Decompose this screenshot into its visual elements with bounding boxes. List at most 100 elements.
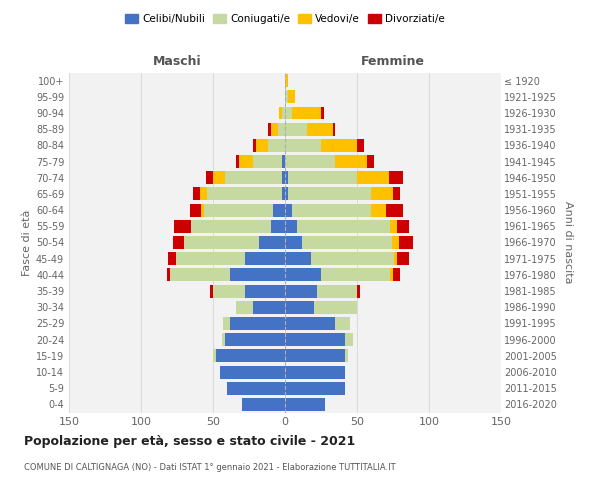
Bar: [285, 172, 288, 184]
Bar: [173, 236, 184, 249]
Bar: [285, 106, 292, 120]
Bar: [253, 301, 285, 314]
Bar: [321, 106, 324, 120]
Bar: [335, 155, 367, 168]
Bar: [268, 122, 271, 136]
Bar: [271, 122, 278, 136]
Bar: [321, 139, 357, 152]
Bar: [242, 398, 285, 411]
Bar: [256, 139, 268, 152]
Bar: [193, 188, 200, 200]
Bar: [288, 172, 357, 184]
Bar: [357, 284, 360, 298]
Bar: [282, 188, 285, 200]
Bar: [307, 122, 332, 136]
Bar: [285, 204, 292, 216]
Bar: [393, 268, 400, 281]
Bar: [227, 382, 285, 394]
Bar: [210, 284, 213, 298]
Bar: [230, 317, 285, 330]
Bar: [174, 220, 191, 233]
Bar: [393, 188, 400, 200]
Bar: [285, 301, 314, 314]
Bar: [346, 333, 353, 346]
Bar: [221, 333, 224, 346]
Bar: [278, 122, 285, 136]
Bar: [285, 366, 346, 378]
Bar: [367, 155, 374, 168]
Bar: [285, 398, 325, 411]
Text: Maschi: Maschi: [152, 54, 202, 68]
Bar: [213, 172, 224, 184]
Text: Femmine: Femmine: [361, 54, 425, 68]
Bar: [285, 236, 302, 249]
Bar: [346, 350, 349, 362]
Y-axis label: Fasce di età: Fasce di età: [22, 210, 32, 276]
Bar: [202, 204, 205, 216]
Text: COMUNE DI CALTIGNAGA (NO) - Dati ISTAT 1° gennaio 2021 - Elaborazione TUTTITALIA: COMUNE DI CALTIGNAGA (NO) - Dati ISTAT 1…: [24, 462, 395, 471]
Bar: [285, 350, 346, 362]
Bar: [190, 204, 202, 216]
Bar: [292, 204, 371, 216]
Bar: [170, 268, 230, 281]
Bar: [224, 172, 282, 184]
Bar: [285, 284, 317, 298]
Bar: [285, 220, 296, 233]
Bar: [236, 301, 253, 314]
Bar: [285, 252, 311, 265]
Bar: [236, 155, 239, 168]
Bar: [332, 122, 335, 136]
Bar: [386, 204, 403, 216]
Bar: [282, 155, 285, 168]
Bar: [176, 252, 245, 265]
Bar: [268, 139, 285, 152]
Bar: [296, 220, 390, 233]
Y-axis label: Anni di nascita: Anni di nascita: [563, 201, 574, 283]
Bar: [224, 333, 285, 346]
Bar: [285, 333, 346, 346]
Bar: [335, 317, 350, 330]
Bar: [285, 317, 335, 330]
Bar: [314, 301, 357, 314]
Bar: [167, 268, 170, 281]
Bar: [285, 188, 288, 200]
Bar: [302, 236, 392, 249]
Bar: [311, 252, 394, 265]
Bar: [230, 268, 285, 281]
Bar: [184, 236, 259, 249]
Bar: [253, 155, 282, 168]
Bar: [213, 350, 216, 362]
Bar: [399, 236, 413, 249]
Bar: [392, 236, 399, 249]
Bar: [390, 220, 397, 233]
Bar: [371, 204, 386, 216]
Bar: [285, 139, 321, 152]
Bar: [279, 106, 282, 120]
Bar: [213, 284, 245, 298]
Text: Popolazione per età, sesso e stato civile - 2021: Popolazione per età, sesso e stato civil…: [24, 435, 355, 448]
Bar: [317, 284, 357, 298]
Bar: [285, 155, 335, 168]
Bar: [288, 188, 371, 200]
Bar: [282, 172, 285, 184]
Legend: Celibi/Nubili, Coniugati/e, Vedovi/e, Divorziati/e: Celibi/Nubili, Coniugati/e, Vedovi/e, Di…: [121, 10, 449, 29]
Bar: [321, 268, 390, 281]
Bar: [371, 188, 393, 200]
Bar: [285, 74, 288, 87]
Bar: [253, 139, 256, 152]
Bar: [285, 382, 346, 394]
Bar: [292, 106, 321, 120]
Bar: [357, 139, 364, 152]
Bar: [389, 172, 403, 184]
Bar: [285, 122, 307, 136]
Bar: [271, 220, 285, 233]
Bar: [394, 252, 397, 265]
Bar: [245, 284, 285, 298]
Bar: [397, 252, 409, 265]
Bar: [390, 268, 393, 281]
Bar: [200, 188, 207, 200]
Bar: [285, 268, 321, 281]
Bar: [259, 236, 285, 249]
Bar: [223, 317, 230, 330]
Bar: [397, 220, 409, 233]
